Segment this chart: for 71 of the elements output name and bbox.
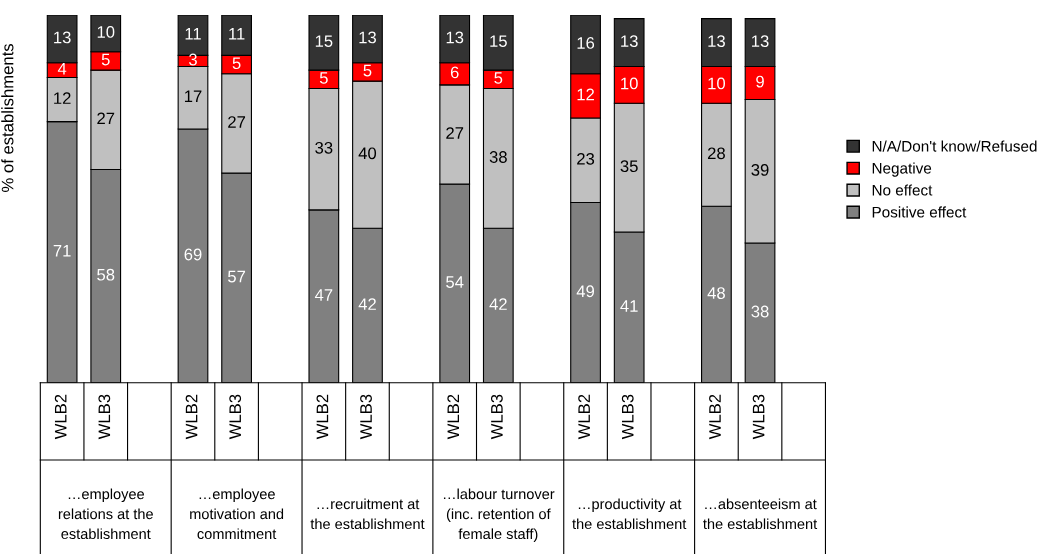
x-tick-label: WLB2 <box>185 394 198 440</box>
text: …employee motivation and commitment <box>190 488 284 540</box>
data-label: 27 <box>446 127 464 139</box>
data-label: 5 <box>101 53 110 66</box>
data-label: 12 <box>54 92 71 104</box>
data-label: 13 <box>446 31 464 44</box>
data-label: 15 <box>315 35 333 48</box>
data-label: 4 <box>57 62 67 75</box>
data-label: 15 <box>490 35 507 48</box>
data-label: 6 <box>450 66 459 79</box>
data-label: 5 <box>232 57 241 70</box>
data-label: 33 <box>315 141 333 154</box>
data-label: 11 <box>229 28 245 40</box>
data-label: 54 <box>446 276 464 288</box>
data-label: 27 <box>228 116 246 128</box>
text: …absenteeism at the establishment <box>703 498 818 530</box>
data-label: 41 <box>620 300 638 312</box>
x-tick-label: WLB3 <box>490 394 503 440</box>
data-label: 5 <box>319 72 328 84</box>
data-label: 13 <box>54 31 71 44</box>
x-tick-label: WLB3 <box>229 394 242 440</box>
x-tick-label: WLB2 <box>709 394 721 440</box>
text: …labour turnover (inc. retention of female staff) <box>443 488 555 542</box>
data-label: 35 <box>620 160 638 173</box>
data-label: 39 <box>751 163 769 176</box>
data-label: 17 <box>184 90 202 103</box>
x-tick-label: WLB2 <box>447 394 460 440</box>
x-tick-label: WLB3 <box>752 394 765 440</box>
data-label: 11 <box>185 28 201 40</box>
data-label: 13 <box>359 31 376 44</box>
legend-label: N/A/Don't know/Refused <box>872 140 1037 152</box>
legend-label: Negative <box>872 162 932 177</box>
data-label: 13 <box>621 35 638 48</box>
text: …recruitment at the establishment <box>310 498 425 530</box>
data-label: 27 <box>97 112 115 125</box>
data-label: 16 <box>577 37 595 49</box>
x-tick-label: WLB2 <box>578 394 590 440</box>
x-tick-label: WLB3 <box>98 394 111 440</box>
data-label: 12 <box>577 88 594 101</box>
data-label: 49 <box>576 285 595 298</box>
data-label: 5 <box>494 72 503 84</box>
data-label: 71 <box>53 245 71 257</box>
data-label: 28 <box>707 147 725 160</box>
legend-label: No effect <box>872 184 933 196</box>
data-label: 3 <box>188 53 197 66</box>
data-label: 42 <box>358 298 376 310</box>
y-axis-title: % of establishments <box>1 43 14 192</box>
data-label: 9 <box>756 75 764 88</box>
data-label: 57 <box>228 270 246 283</box>
text: …employee relations at the establishment <box>58 488 153 540</box>
data-label: 10 <box>621 77 638 90</box>
data-label: 58 <box>97 268 115 281</box>
data-label: 38 <box>489 151 507 163</box>
data-label: 23 <box>577 152 595 165</box>
x-tick-label: WLB2 <box>316 394 329 440</box>
data-label: 42 <box>489 298 507 310</box>
data-label: 13 <box>708 35 725 48</box>
data-label: 47 <box>314 289 333 301</box>
data-label: 10 <box>97 26 115 38</box>
data-label: 69 <box>184 248 202 261</box>
x-tick-label: WLB3 <box>360 394 372 440</box>
data-label: 5 <box>363 64 372 77</box>
legend-label: Positive effect <box>872 206 967 218</box>
x-tick-label: WLB3 <box>621 394 634 440</box>
data-label: 40 <box>358 147 377 160</box>
data-label: 10 <box>708 77 726 90</box>
x-tick-label: WLB2 <box>54 394 67 440</box>
text: …productivity at the establishment <box>572 498 687 530</box>
data-label: 38 <box>751 305 769 318</box>
data-label: 13 <box>752 35 769 48</box>
data-label: 48 <box>707 287 725 299</box>
